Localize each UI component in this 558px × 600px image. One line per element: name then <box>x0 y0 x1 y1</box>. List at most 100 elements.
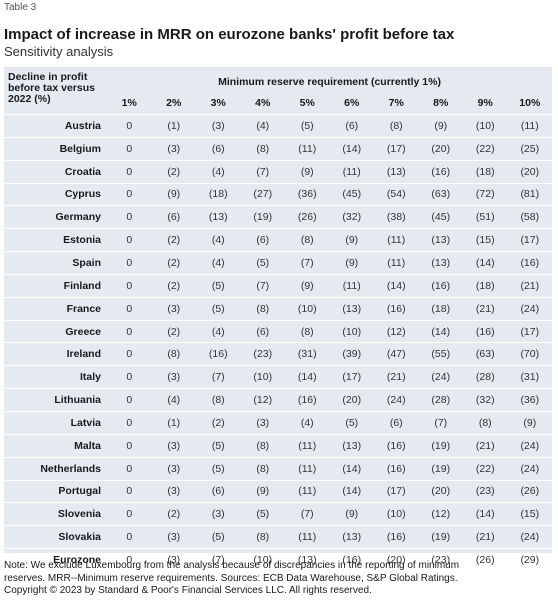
table-cell: (8) <box>240 456 285 480</box>
table-row: Greece 0 (2) (4) (6) (8) (10) (12) (14) (16) (17) <box>4 319 553 343</box>
table-cell: (23) <box>240 342 285 366</box>
column-header: 4% <box>255 97 271 109</box>
chart-subtitle: Sensitivity analysis <box>4 44 114 59</box>
row-label: Slovenia <box>4 502 107 526</box>
table-cell: (4) <box>196 228 241 252</box>
table-cell: (7) <box>196 548 241 571</box>
table-row: Estonia 0 (2) (4) (6) (8) (9) (11) (13) (15) (17) <box>4 228 553 252</box>
table-row: Italy 0 (3) (7) (10) (14) (17) (21) (24) (28) (31) <box>4 365 553 389</box>
data-table-panel: Decline in profit before tax versus 2022… <box>4 67 553 571</box>
table-cell: (54) <box>374 182 419 206</box>
table-row: Ireland 0 (8) (16) (23) (31) (39) (47) (55) (63)(… <box>4 342 553 366</box>
table-cell: (13) <box>196 205 241 229</box>
table-body: Austria 0 (1) (3) (4) (5) (6) (8) (9) (10) (11) Bel… <box>4 114 553 571</box>
row-label: Malta <box>4 433 107 458</box>
table-cell: (15) <box>507 502 553 526</box>
table-cell: (10) <box>463 114 508 138</box>
table-cell: (14) <box>285 365 330 389</box>
row-label: Netherlands <box>4 456 107 480</box>
table-cell: (3) <box>196 114 241 138</box>
table-cell: (1) <box>151 114 196 138</box>
table-cell: (20) <box>507 159 553 184</box>
table-cell: (9) <box>285 273 330 298</box>
table-cell: (9) <box>329 251 374 275</box>
table-cell: (63) <box>418 182 463 206</box>
table-cell: (28) <box>463 365 508 389</box>
table-cell: (20) <box>418 479 463 503</box>
table-cell: (63) <box>463 342 508 366</box>
table-row: Spain 0 (2) (4) (5) (7) (9) (11) (13) (14) (16) <box>4 251 553 275</box>
table-cell: (14) <box>463 502 508 526</box>
table-cell: (4) <box>196 251 241 275</box>
table-cell: (12) <box>374 319 419 343</box>
table-cell: (24) <box>374 388 419 412</box>
table-cell: (20) <box>329 388 374 412</box>
table-cell: (45) <box>329 182 374 206</box>
table-cell: (26) <box>507 479 553 503</box>
table-cell: (13) <box>418 251 463 275</box>
table-cell: (11) <box>285 136 330 161</box>
table-cell: (10) <box>285 296 330 321</box>
table-cell: (5) <box>196 273 241 298</box>
row-label: France <box>4 296 107 321</box>
column-header: 5% <box>299 97 315 109</box>
table-cell: (38) <box>374 205 419 229</box>
table-cell: 0 <box>107 342 152 366</box>
table-cell: (29) <box>507 548 553 571</box>
table-cell: (17) <box>374 479 419 503</box>
table-cell: 0 <box>107 136 152 161</box>
table-cell: (5) <box>240 502 285 526</box>
row-label: Italy <box>4 365 107 389</box>
table-cell: (2) <box>151 159 196 184</box>
table-cell: 0 <box>107 319 152 343</box>
table-row: Croatia 0 (2) (4) (7) (9) (11) (13) (16) (18) (20) <box>4 159 553 184</box>
table-cell: (16) <box>285 388 330 412</box>
table-cell: 0 <box>107 251 152 275</box>
row-label: Estonia <box>4 228 107 252</box>
column-header: 8% <box>433 97 449 109</box>
table-cell: 0 <box>107 228 152 252</box>
table-cell: (21) <box>463 433 508 458</box>
table-cell: 0 <box>107 159 152 184</box>
table-row: Portugal 0 (3) (6) (9) (11) (14) (17) (20) (23) (2… <box>4 479 553 503</box>
table-cell: (4) <box>196 159 241 184</box>
table-cell: (5) <box>196 456 241 480</box>
row-label: Cyprus <box>4 182 107 206</box>
table-cell: (2) <box>151 228 196 252</box>
table-cell: (70) <box>507 342 553 366</box>
table-cell: (8) <box>196 388 241 412</box>
column-header: 3% <box>210 97 226 109</box>
table-cell: (9) <box>329 228 374 252</box>
row-label: Ireland <box>4 342 107 366</box>
chart-title: Impact of increase in MRR on eurozone ba… <box>4 26 455 43</box>
table-cell: (4) <box>196 319 241 343</box>
table-cell: (19) <box>418 433 463 458</box>
table-cell: 0 <box>107 388 152 412</box>
table-cell: (6) <box>196 136 241 161</box>
table-cell: (36) <box>285 182 330 206</box>
table-cell: (6) <box>374 410 419 435</box>
table-cell: (7) <box>418 410 463 435</box>
table-cell: (3) <box>151 479 196 503</box>
table-cell: (3) <box>240 410 285 435</box>
table-cell: (6) <box>240 319 285 343</box>
table-cell: (22) <box>463 456 508 480</box>
table-cell: (21) <box>374 365 419 389</box>
copyright-line: Copyright © 2023 by Standard & Poor's Fi… <box>4 585 372 596</box>
table-cell: (32) <box>463 388 508 412</box>
table-cell: (9) <box>151 182 196 206</box>
table-cell: (10) <box>240 365 285 389</box>
table-cell: (6) <box>151 205 196 229</box>
row-label: Finland <box>4 273 107 298</box>
table-cell: (8) <box>151 342 196 366</box>
table-cell: (45) <box>418 205 463 229</box>
table-row: Germany 0 (6) (13) (19) (26) (32) (38) (45) (51)(… <box>4 205 553 229</box>
table-cell: (11) <box>285 525 330 549</box>
table-cell: (13) <box>329 525 374 549</box>
table-cell: (22) <box>463 136 508 161</box>
column-header: 9% <box>477 97 493 109</box>
row-label: Spain <box>4 251 107 275</box>
table-cell: 0 <box>107 502 152 526</box>
table-cell: (32) <box>329 205 374 229</box>
table-cell: (14) <box>463 251 508 275</box>
